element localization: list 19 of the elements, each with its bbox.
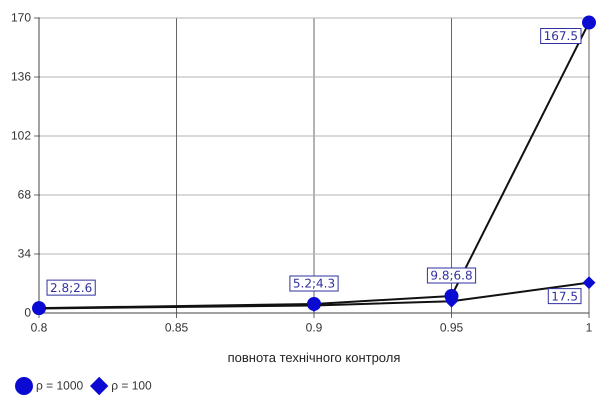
x-tick-label: 0.8	[30, 320, 48, 335]
x-tick-label: 1	[586, 320, 593, 335]
x-axis-title: повнота технічного контроля	[228, 350, 400, 365]
data-label: 2.8;2.6	[50, 280, 92, 295]
y-tick-label: 0	[24, 305, 32, 320]
x-tick-label: 0.85	[164, 320, 189, 335]
x-tick-label: 0.9	[306, 320, 323, 335]
y-tick-label: 170	[10, 10, 32, 25]
data-label: 167.5	[544, 29, 578, 44]
legend-label: ρ = 100	[111, 378, 152, 392]
y-tick-label: 34	[18, 246, 32, 260]
data-label: 17.5	[551, 289, 578, 304]
data-label: 5.2;4.3	[292, 276, 336, 291]
y-tick-label: 102	[10, 128, 32, 142]
data-label: 9.8;6.8	[430, 268, 473, 283]
y-tick-label: 136	[10, 69, 32, 84]
y-tick-label: 68	[18, 187, 32, 202]
x-tick-label: 0.95	[440, 320, 464, 335]
legend-label: ρ = 1000	[36, 378, 84, 392]
